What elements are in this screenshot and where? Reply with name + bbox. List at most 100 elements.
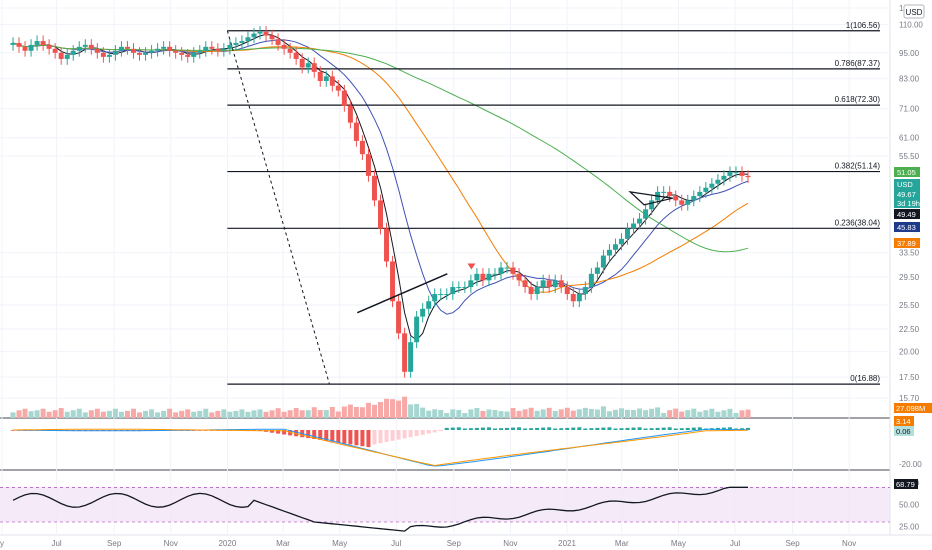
candle-body	[293, 52, 299, 59]
volume-bar	[341, 406, 347, 418]
volume-bar	[161, 410, 167, 418]
macd-histogram-bar	[523, 428, 528, 430]
macd-histogram-bar	[462, 428, 467, 430]
volume-bar	[528, 407, 534, 418]
macd-histogram-bar	[468, 428, 473, 430]
volume-bar	[378, 402, 384, 418]
macd-histogram-bar	[426, 430, 431, 434]
rsi-tick-label: 50.00	[899, 501, 920, 510]
candle-body	[335, 85, 341, 91]
volume-bar	[691, 408, 697, 418]
time-tick-label: Jul	[730, 539, 740, 548]
macd-histogram-bar	[420, 430, 425, 435]
macd-histogram-bar	[583, 428, 588, 430]
volume-bar	[215, 410, 221, 418]
candle-body	[426, 301, 432, 309]
candle-body	[570, 294, 576, 302]
macd-histogram-bar	[517, 427, 522, 430]
volume-bar	[414, 404, 420, 418]
candle-body	[685, 200, 691, 205]
volume-bar	[727, 408, 733, 418]
price-badge-label: 49.49	[897, 210, 916, 219]
candle-body	[727, 172, 733, 176]
candle-body	[637, 218, 643, 224]
fib-diagonal	[226, 30, 330, 385]
macd-histogram-bar	[619, 428, 624, 430]
volume-bar	[667, 410, 673, 418]
volume-bar	[118, 411, 124, 418]
candle-body	[721, 175, 727, 180]
candle-body	[311, 63, 317, 72]
volume-bar	[468, 409, 474, 418]
volume-bar	[40, 408, 46, 418]
volume-bar	[311, 407, 317, 418]
price-tick-label: 55.50	[899, 152, 920, 161]
price-tick-label: 17.50	[899, 373, 920, 382]
candle-body	[221, 48, 227, 51]
trend-drawings	[357, 190, 673, 314]
volume-bar	[643, 410, 649, 418]
macd-histogram-bar	[318, 430, 323, 440]
candle-body	[600, 255, 606, 268]
currency-button[interactable]: USD	[903, 4, 925, 19]
candle-body	[359, 140, 365, 155]
volume-bar	[28, 411, 34, 418]
candle-body	[10, 42, 16, 45]
price-badge	[894, 238, 920, 248]
volume-bar	[317, 410, 323, 418]
macd-histogram-bar	[336, 430, 341, 443]
volume-bar	[564, 407, 570, 418]
macd-histogram-bar	[721, 427, 726, 430]
volume-bar	[167, 408, 173, 418]
candle-body	[28, 44, 34, 51]
rsi-band	[0, 487, 890, 522]
candle-body	[462, 287, 468, 289]
candle-body	[112, 50, 118, 55]
price-tick-label: 15.70	[899, 394, 920, 403]
macd-histogram-bar	[444, 427, 449, 430]
volume-bar	[582, 407, 588, 418]
macd-histogram-bar	[601, 427, 606, 430]
volume-bar	[293, 408, 299, 418]
volume-badge-label: 27.098M	[896, 404, 925, 413]
price-badge-label: 37.89	[897, 239, 916, 248]
volume-bar	[305, 410, 311, 418]
volume-bar	[462, 413, 468, 418]
candle-body	[534, 287, 540, 295]
macd-histogram-bar	[571, 427, 576, 430]
volume-bar	[420, 407, 426, 418]
volume-bar	[359, 407, 365, 418]
macd-histogram-bar	[529, 428, 534, 430]
macd-histogram-bar	[511, 427, 516, 430]
macd-histogram-bar	[589, 428, 594, 430]
volume-bars	[10, 396, 751, 418]
candle-body	[715, 179, 721, 184]
candle-body	[329, 76, 335, 86]
volume-bar	[58, 408, 64, 418]
candle-body	[203, 46, 209, 51]
macd-histogram-bar	[631, 427, 636, 430]
volume-bar	[558, 409, 564, 418]
candle-body	[468, 280, 474, 288]
time-tick-label: Sep	[447, 539, 462, 548]
candle-body	[564, 287, 570, 295]
volume-bar	[353, 407, 359, 418]
volume-bar	[88, 410, 94, 418]
volume-bar	[685, 410, 691, 418]
candle-body	[390, 261, 396, 302]
candle-body	[70, 50, 76, 55]
candle-body	[486, 273, 492, 281]
sell-marker	[467, 263, 476, 270]
candle-body	[408, 342, 414, 372]
candle-body	[546, 280, 552, 288]
candle-body	[402, 333, 408, 372]
price-badge-label: 3d 19h	[897, 199, 920, 208]
currency-label: USD	[906, 8, 923, 17]
candle-body	[88, 44, 94, 49]
candle-body	[323, 76, 329, 82]
volume-bar	[185, 409, 191, 418]
volume-bar	[329, 407, 335, 418]
macd-badge	[894, 426, 914, 436]
